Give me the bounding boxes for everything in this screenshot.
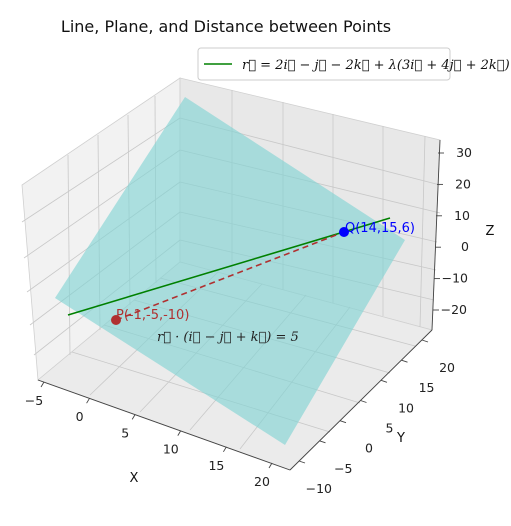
legend-label: r⃗ = 2i⃗ − j⃗ − 2k⃗ + λ(3i⃗ + 4j⃗ + 2k⃗) <box>242 58 510 73</box>
point-p-label: P(-1,-5,-10) <box>116 308 189 323</box>
y-tick-label: −10 <box>306 481 332 496</box>
y-tick-mark <box>380 379 388 383</box>
x-tick-mark <box>86 397 90 404</box>
y-axis <box>289 329 433 471</box>
x-tick-mark <box>40 381 45 388</box>
z-axis <box>431 139 441 331</box>
y-tick-label: −5 <box>334 461 352 476</box>
y-axis-ticks: −10−5 05 10 15 20 <box>298 339 455 496</box>
y-tick-mark <box>401 359 408 363</box>
y-tick-mark <box>319 440 326 444</box>
y-axis-label: Y <box>396 431 405 446</box>
x-axis <box>37 379 291 471</box>
x-tick-label: 20 <box>254 474 270 489</box>
y-tick-mark <box>421 339 429 343</box>
y-tick-label: 20 <box>439 360 455 375</box>
x-tick-label: −5 <box>25 393 43 408</box>
distance-segment <box>115 231 345 321</box>
line-series <box>67 217 391 316</box>
z-axis-ticks: −20 −10 0 10 20 30 <box>433 145 472 317</box>
x-tick-mark <box>268 462 273 469</box>
x-axis-label: X <box>130 471 139 486</box>
x-tick-mark <box>223 446 227 453</box>
x-tick-label: 10 <box>163 442 179 457</box>
y-tick-mark <box>339 420 347 424</box>
x-axis-ticks: −5 0 5 10 15 20 <box>25 381 273 489</box>
y-tick-label: 15 <box>419 380 435 395</box>
y-tick-label: 5 <box>386 421 394 436</box>
z-tick-label: −10 <box>442 271 468 286</box>
plane-equation-label: r⃗ · (i⃗ − j⃗ + k⃗) = 5 <box>157 330 299 345</box>
x-tick-mark <box>131 414 136 420</box>
z-tick-label: 20 <box>455 176 471 191</box>
z-tick-label: −20 <box>441 302 467 317</box>
x-tick-label: 15 <box>208 458 224 473</box>
x-tick-label: 5 <box>121 425 129 440</box>
z-axis-label: Z <box>486 224 495 239</box>
x-tick-mark <box>177 430 182 436</box>
z-tick-label: 0 <box>461 239 469 254</box>
point-q <box>339 227 349 237</box>
y-tick-label: 0 <box>365 441 373 456</box>
point-p <box>111 315 121 325</box>
point-q-label: Q(14,15,6) <box>345 221 415 236</box>
x-tick-label: 0 <box>76 409 84 424</box>
legend: r⃗ = 2i⃗ − j⃗ − 2k⃗ + λ(3i⃗ + 4j⃗ + 2k⃗) <box>197 47 510 81</box>
y-tick-label: 10 <box>398 400 414 415</box>
y-tick-mark <box>298 460 306 464</box>
chart-title: Line, Plane, and Distance between Points <box>61 17 391 36</box>
plane-surface <box>55 97 405 445</box>
z-tick-label: 10 <box>454 208 470 223</box>
legend-box <box>197 47 451 81</box>
y-tick-mark <box>360 400 367 403</box>
z-tick-label: 30 <box>456 145 472 160</box>
